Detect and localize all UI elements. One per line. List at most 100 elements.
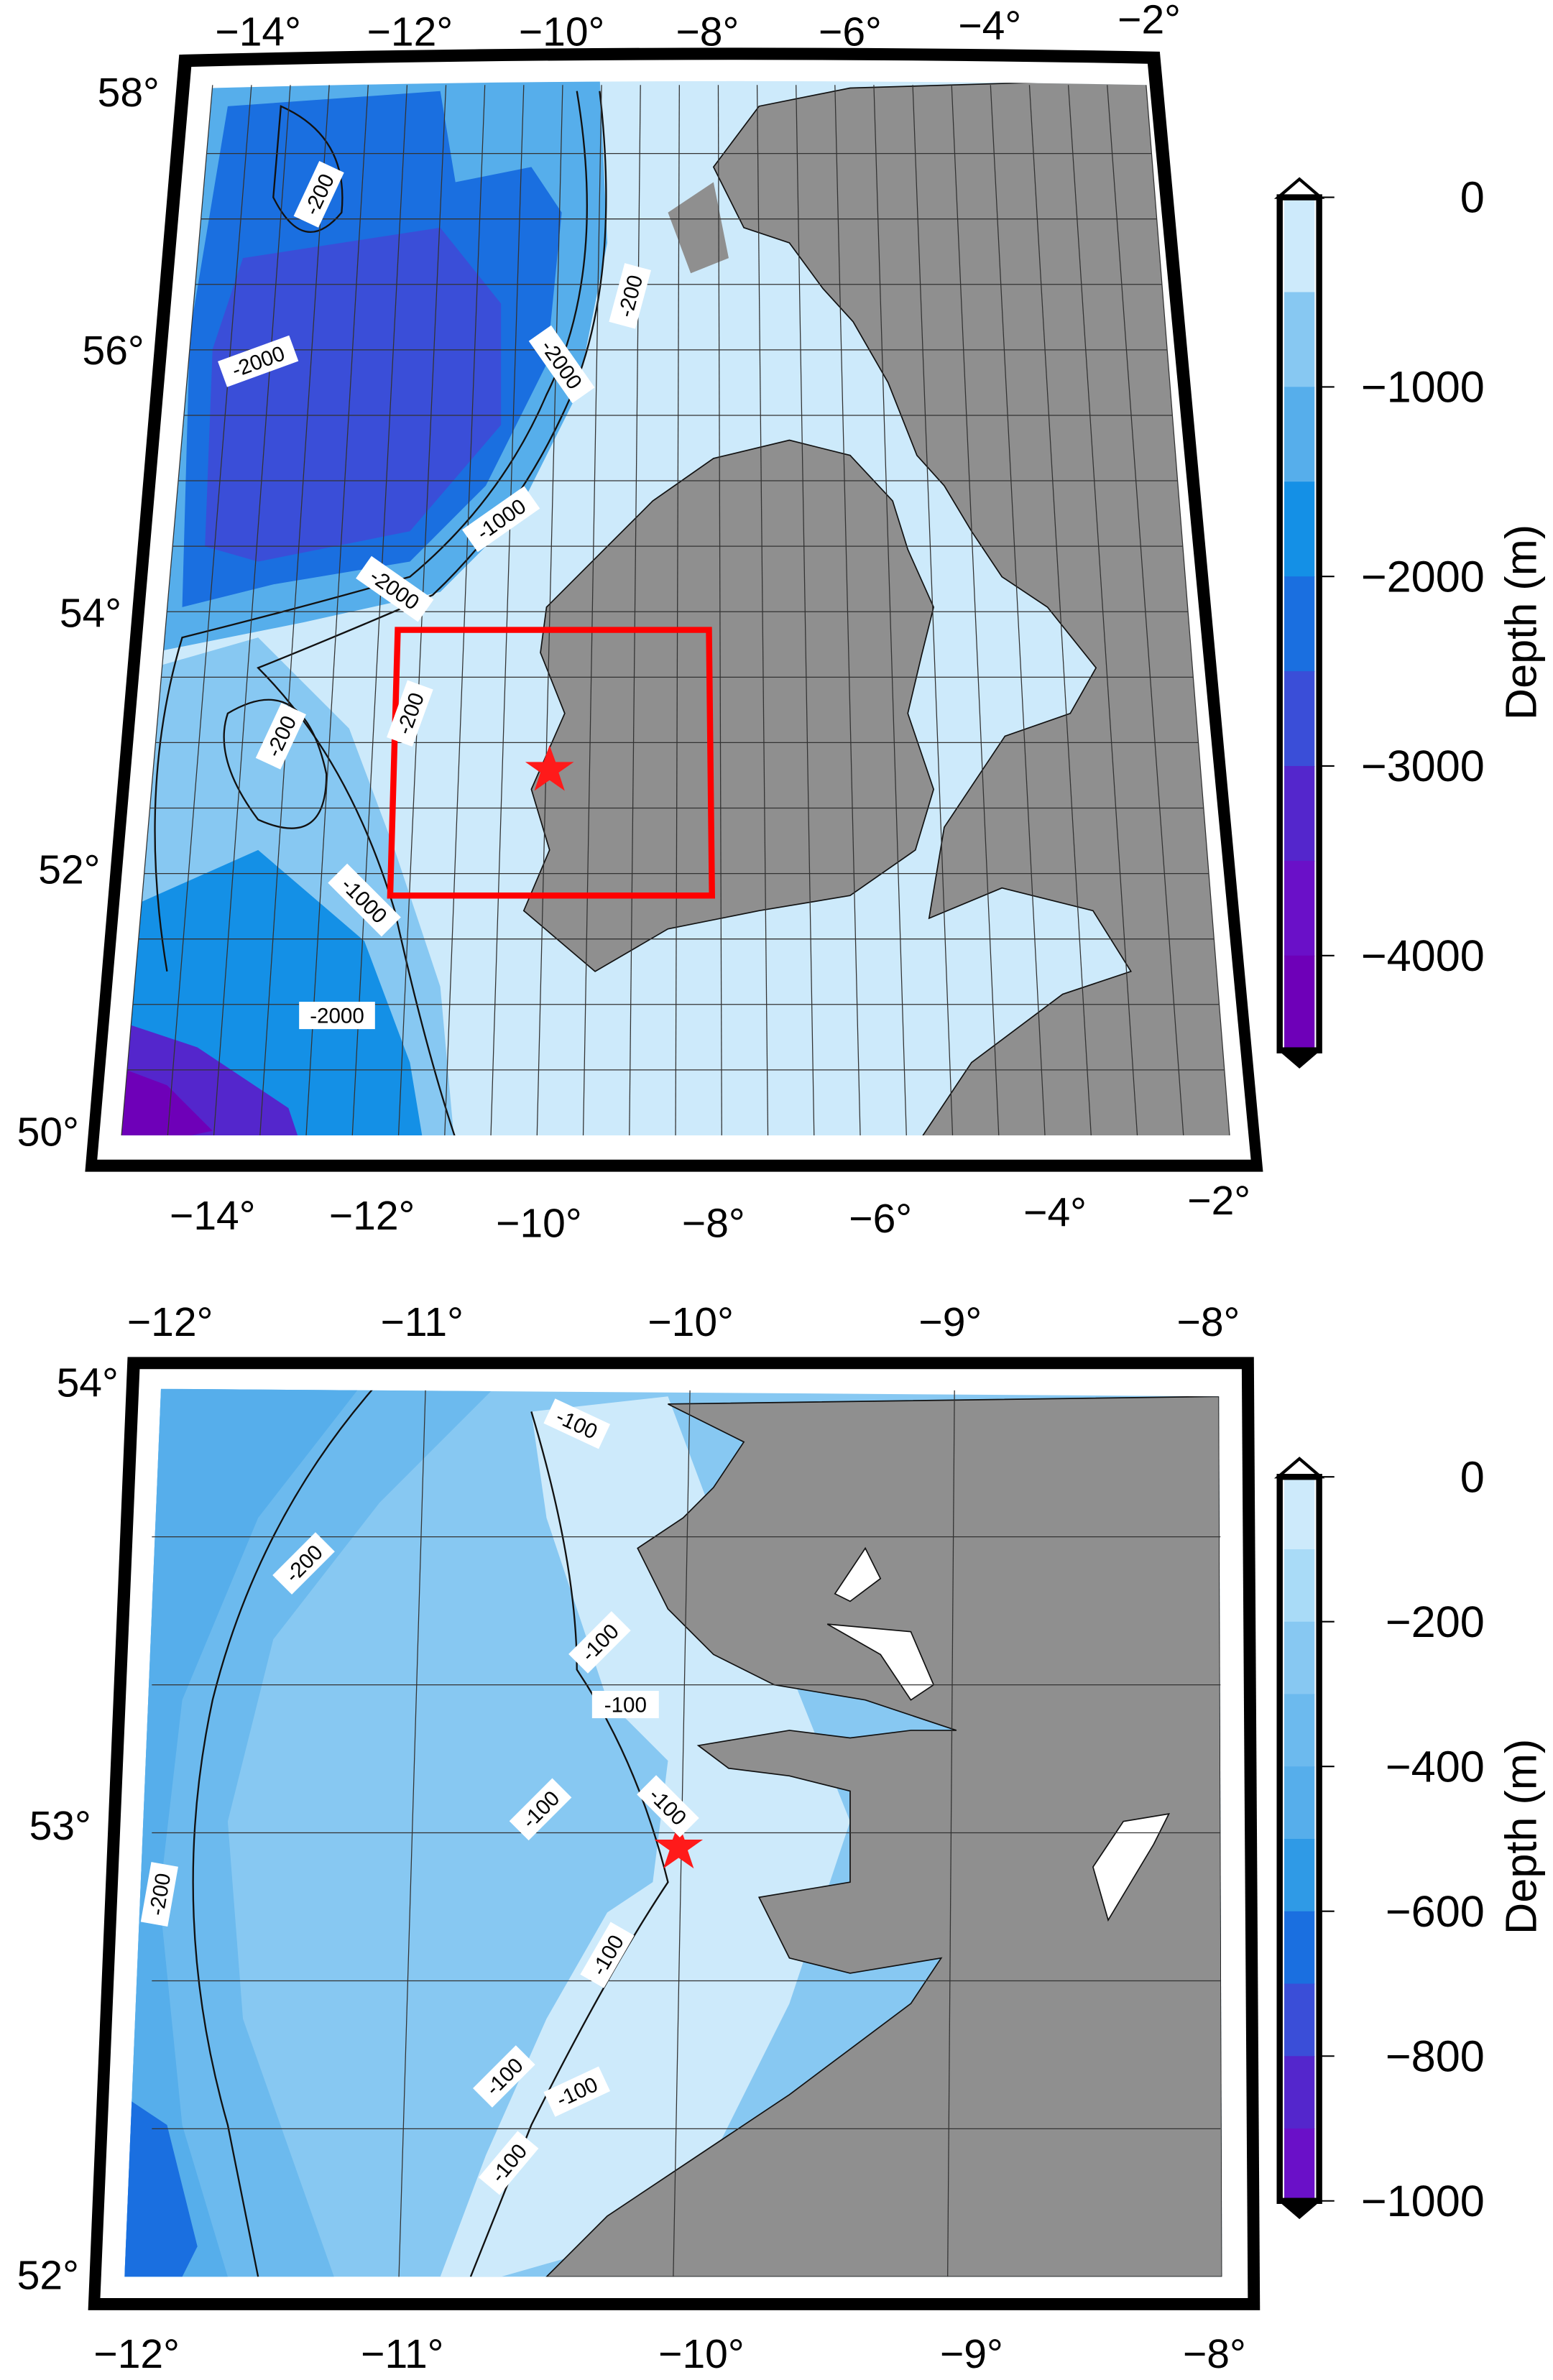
tick-label: 56°: [83, 328, 144, 374]
colorbar-bin: [1284, 481, 1315, 578]
study-area-box: [387, 627, 716, 899]
colorbar-bin: [1284, 292, 1315, 388]
tick-label: −12°: [127, 1299, 213, 1345]
tick-label: −4°: [1023, 1190, 1087, 1236]
colorbar-tick-label: −200: [1386, 1597, 1485, 1646]
tick-label: −14°: [170, 1193, 256, 1239]
tick-label: −10°: [496, 1200, 582, 1246]
colorbar-bin: [1284, 955, 1315, 1051]
graticule-top: [121, 85, 1230, 1136]
tick-label: −6°: [849, 1196, 912, 1242]
colorbar-bin: [1284, 765, 1315, 862]
graticule-meridian: [490, 85, 525, 1135]
ocean-deep-slope: [124, 2094, 198, 2277]
colorbar-bin: [1284, 576, 1315, 673]
overview-map: -200 -2000 -2000 -200 -1000 -2000 -200 -…: [17, 0, 1546, 1246]
tick-label: −8°: [1177, 1299, 1240, 1345]
tick-label: −14°: [215, 9, 301, 55]
tick-label: 54°: [60, 590, 121, 636]
tick-label: −4°: [958, 3, 1021, 49]
tick-label: −11°: [361, 2331, 443, 2377]
contour-label: -2000: [310, 1005, 364, 1028]
graticule-meridian: [1107, 85, 1184, 1136]
tick-label: −8°: [682, 1200, 745, 1246]
ocean-deeper: [205, 227, 502, 562]
contour-label: -100: [604, 1694, 647, 1717]
lake: [834, 1546, 882, 1602]
tick-label: 52°: [38, 847, 100, 892]
colorbar-bin: [1284, 2056, 1315, 2130]
tick-label: −12°: [93, 2331, 180, 2377]
graticule-meridian: [990, 85, 1046, 1135]
colorbar-bin: [1284, 1838, 1315, 1912]
lake: [1092, 1813, 1171, 1922]
lon-ticks-bottom: −12° −11° −10° −9° −8°: [93, 2331, 1245, 2377]
colorbar-tick-label: −4000: [1361, 931, 1485, 980]
colorbar-min-arrow: [1278, 1050, 1321, 1069]
site-star-marker: [525, 745, 574, 791]
land-ireland: [522, 439, 935, 972]
colorbar-tick-label: −400: [1386, 1742, 1485, 1791]
depth-colorbar-top: 0 −1000 −2000 −3000 −4000: [1273, 173, 1485, 1069]
graticule-meridian: [629, 85, 641, 1135]
colorbar-bin: [1284, 1621, 1315, 1695]
colorbar-bin: [1284, 1911, 1315, 1985]
tick-label: −12°: [367, 9, 453, 55]
colorbar-bin: [1284, 197, 1315, 293]
colorbar-bin: [1284, 1694, 1315, 1768]
colorbar-bin: [1284, 1477, 1315, 1551]
graticule-meridian: [1067, 85, 1138, 1136]
colorbar-tick-label: −2000: [1361, 552, 1485, 601]
lon-ticks-top: −14° −12° −10° −8° −6° −4° −2°: [215, 0, 1181, 55]
tick-label: −12°: [329, 1193, 415, 1239]
graticule-meridian: [912, 85, 954, 1135]
contour-200: [192, 1388, 381, 2277]
graticule-meridian: [305, 85, 369, 1135]
colorbar-tick-label: 0: [1460, 1452, 1485, 1501]
colorbar-bin: [1284, 2128, 1315, 2202]
contour-200: [223, 698, 328, 829]
graticule-meridian: [1028, 85, 1092, 1135]
tick-label: 52°: [17, 2252, 79, 2298]
tick-label: 54°: [57, 1360, 119, 1406]
tick-label: 58°: [98, 70, 160, 116]
colorbar-bin: [1284, 1983, 1315, 2057]
tick-label: −9°: [918, 1299, 982, 1345]
graticule-meridian: [717, 85, 722, 1135]
colorbar-bin: [1284, 860, 1315, 956]
graticule-meridian: [167, 85, 252, 1136]
colorbar-min-arrow: [1278, 2200, 1321, 2220]
tick-label: −6°: [819, 9, 882, 55]
land-scotland-islands: [668, 182, 729, 274]
graticule-meridian: [675, 85, 680, 1135]
tick-label: −8°: [1183, 2331, 1246, 2377]
colorbar-bin: [1284, 1766, 1315, 1840]
graticule-meridian: [796, 85, 815, 1135]
ocean-slope: [124, 1388, 365, 2277]
tick-label: 53°: [29, 1803, 91, 1849]
land-ireland: [545, 1396, 1222, 2277]
colorbar-tick-label: −1000: [1361, 2177, 1485, 2226]
tick-label: −2°: [1187, 1178, 1250, 1224]
tick-label: −2°: [1117, 0, 1181, 42]
tick-label: −10°: [519, 9, 605, 55]
colorbar-tick-label: 0: [1460, 173, 1485, 222]
graticule-meridian: [121, 85, 213, 1136]
graticule-meridian: [873, 85, 907, 1135]
tick-label: 50°: [17, 1110, 79, 1156]
contour-200-north: [272, 105, 344, 233]
graticule-meridian: [834, 85, 861, 1135]
colorbar-bin: [1284, 1549, 1315, 1623]
ocean-abyssal-deepest: [121, 1062, 213, 1135]
graticule-meridian: [259, 85, 330, 1136]
tick-label: −11°: [381, 1299, 464, 1345]
graticule-meridian: [351, 85, 408, 1135]
graticule-meridian: [951, 85, 1000, 1135]
colorbar-tick-label: −600: [1386, 1887, 1485, 1936]
lat-ticks: 58° 56° 54° 52° 50°: [17, 70, 160, 1156]
contour-100: [469, 1411, 669, 2277]
lake: [826, 1623, 935, 1701]
colorbar-outline: [1276, 194, 1322, 1053]
graticule-meridian: [582, 85, 602, 1135]
